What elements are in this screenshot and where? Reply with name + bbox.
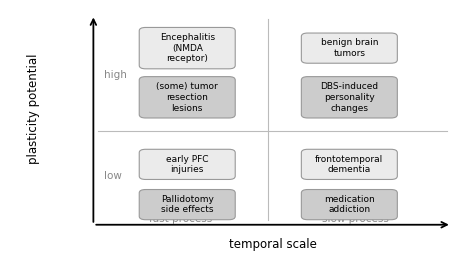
Text: plasticity potential: plasticity potential — [27, 53, 40, 164]
Text: temporal scale: temporal scale — [228, 238, 317, 251]
FancyBboxPatch shape — [139, 77, 235, 118]
Text: benign brain
tumors: benign brain tumors — [320, 38, 378, 58]
FancyBboxPatch shape — [139, 190, 235, 220]
Text: Pallidotomy
side effects: Pallidotomy side effects — [161, 195, 214, 215]
FancyBboxPatch shape — [139, 27, 235, 69]
Text: (some) tumor
resection
lesions: (some) tumor resection lesions — [156, 82, 218, 113]
FancyBboxPatch shape — [301, 33, 397, 63]
FancyBboxPatch shape — [301, 77, 397, 118]
FancyBboxPatch shape — [139, 149, 235, 179]
Text: DBS-induced
personality
changes: DBS-induced personality changes — [320, 82, 378, 113]
FancyBboxPatch shape — [301, 149, 397, 179]
Text: early PFC
injuries: early PFC injuries — [166, 154, 209, 174]
Text: slow process: slow process — [322, 214, 389, 224]
FancyBboxPatch shape — [301, 190, 397, 220]
Text: high: high — [104, 70, 127, 80]
Text: low: low — [104, 170, 122, 181]
Text: frontotemporal
dementia: frontotemporal dementia — [315, 154, 383, 174]
Text: fast process: fast process — [149, 214, 212, 224]
Text: Encephalitis
(NMDA
receptor): Encephalitis (NMDA receptor) — [160, 33, 215, 63]
Text: medication
addiction: medication addiction — [324, 195, 375, 215]
